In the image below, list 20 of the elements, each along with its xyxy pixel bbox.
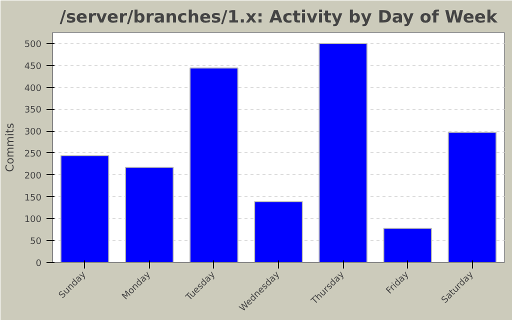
chart-title: /server/branches/1.x: Activity by Day of Week (60, 8, 498, 28)
y-tick-label: 350 (24, 106, 42, 116)
y-tick-label: 250 (24, 149, 42, 160)
y-tick-label: 100 (24, 215, 42, 226)
y-tick-label: 200 (24, 171, 42, 182)
bar (383, 228, 432, 262)
bar (190, 67, 238, 262)
y-tick-label: 300 (24, 128, 42, 138)
y-axis-title: Commits (3, 122, 16, 172)
bar (318, 42, 368, 262)
y-tick-label: 400 (24, 84, 42, 94)
bar (448, 132, 497, 262)
bar (60, 155, 110, 262)
y-tick-label: 0 (36, 259, 42, 269)
y-tick-label: 450 (24, 62, 42, 72)
y-tick-label: 50 (30, 237, 42, 248)
bar (124, 166, 174, 262)
bar (254, 201, 303, 262)
y-tick-label: 150 (24, 193, 42, 204)
y-tick-label: 500 (24, 40, 42, 50)
